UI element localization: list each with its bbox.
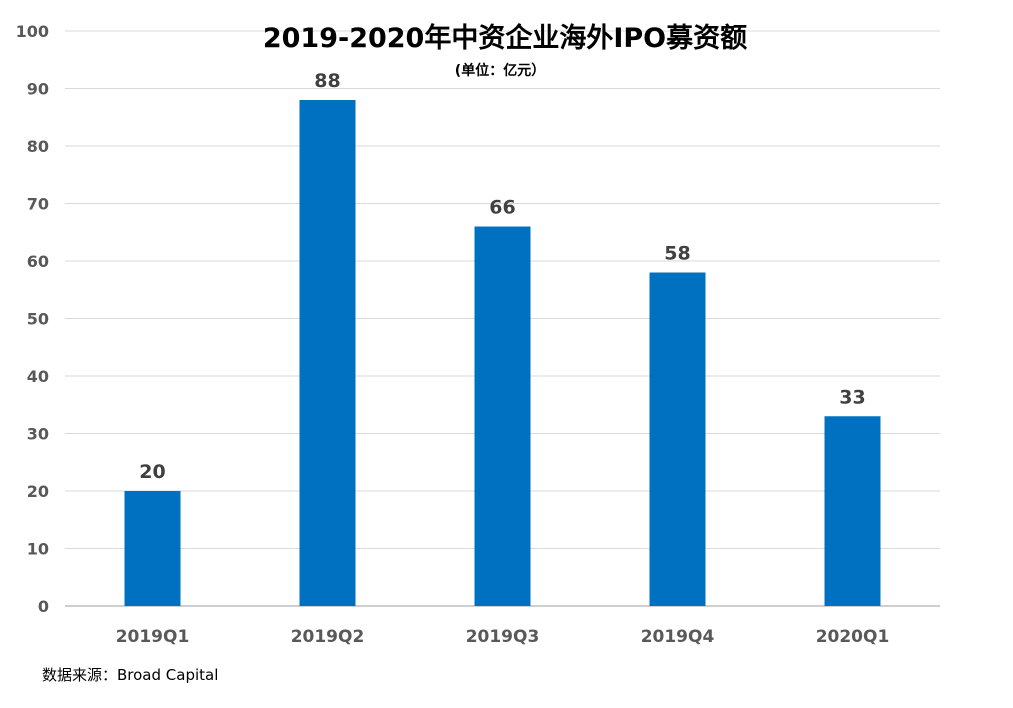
- x-tick-label-2019Q3: 2019Q3: [466, 627, 540, 647]
- data-label-2019Q2: 88: [314, 70, 340, 92]
- data-label-2019Q4: 58: [664, 243, 690, 265]
- bar-2019Q3: [474, 226, 531, 606]
- x-axis-ticks: 2019Q1 2019Q2 2019Q3 2019Q4 2020Q1: [116, 627, 890, 647]
- chart-title: 2019-2020年中资企业海外IPO募资额: [263, 22, 747, 54]
- y-tick-label: 80: [27, 137, 49, 156]
- y-tick-label: 10: [27, 540, 49, 559]
- y-tick-label: 70: [27, 195, 49, 214]
- y-tick-label: 60: [27, 252, 49, 271]
- y-tick-label: 30: [27, 425, 49, 444]
- data-label-2020Q1: 33: [839, 386, 865, 408]
- bar-2019Q1: [124, 491, 181, 606]
- bar-2020Q1: [824, 416, 881, 606]
- y-tick-label: 20: [27, 482, 49, 501]
- data-source-note: 数据来源：Broad Capital: [42, 666, 218, 684]
- bar-2019Q4: [649, 272, 706, 606]
- data-labels: 20 88 66 58 33: [139, 70, 865, 483]
- x-tick-label-2019Q1: 2019Q1: [116, 627, 190, 647]
- y-tick-label: 90: [27, 80, 49, 99]
- y-tick-label: 100: [16, 22, 49, 41]
- x-tick-label-2020Q1: 2020Q1: [816, 627, 890, 647]
- y-tick-label: 40: [27, 367, 49, 386]
- bars: [124, 100, 881, 606]
- bar-2019Q2: [299, 100, 356, 606]
- data-label-2019Q3: 66: [489, 197, 515, 219]
- chart-subtitle: (单位：亿元）: [455, 62, 545, 79]
- x-tick-label-2019Q4: 2019Q4: [641, 627, 715, 647]
- data-label-2019Q1: 20: [139, 461, 165, 483]
- y-axis-ticks: 0 10 20 30 40 50 60 70 80 90 100: [16, 22, 49, 616]
- x-tick-label-2019Q2: 2019Q2: [291, 627, 365, 647]
- y-tick-label: 0: [38, 597, 49, 616]
- y-tick-label: 50: [27, 310, 49, 329]
